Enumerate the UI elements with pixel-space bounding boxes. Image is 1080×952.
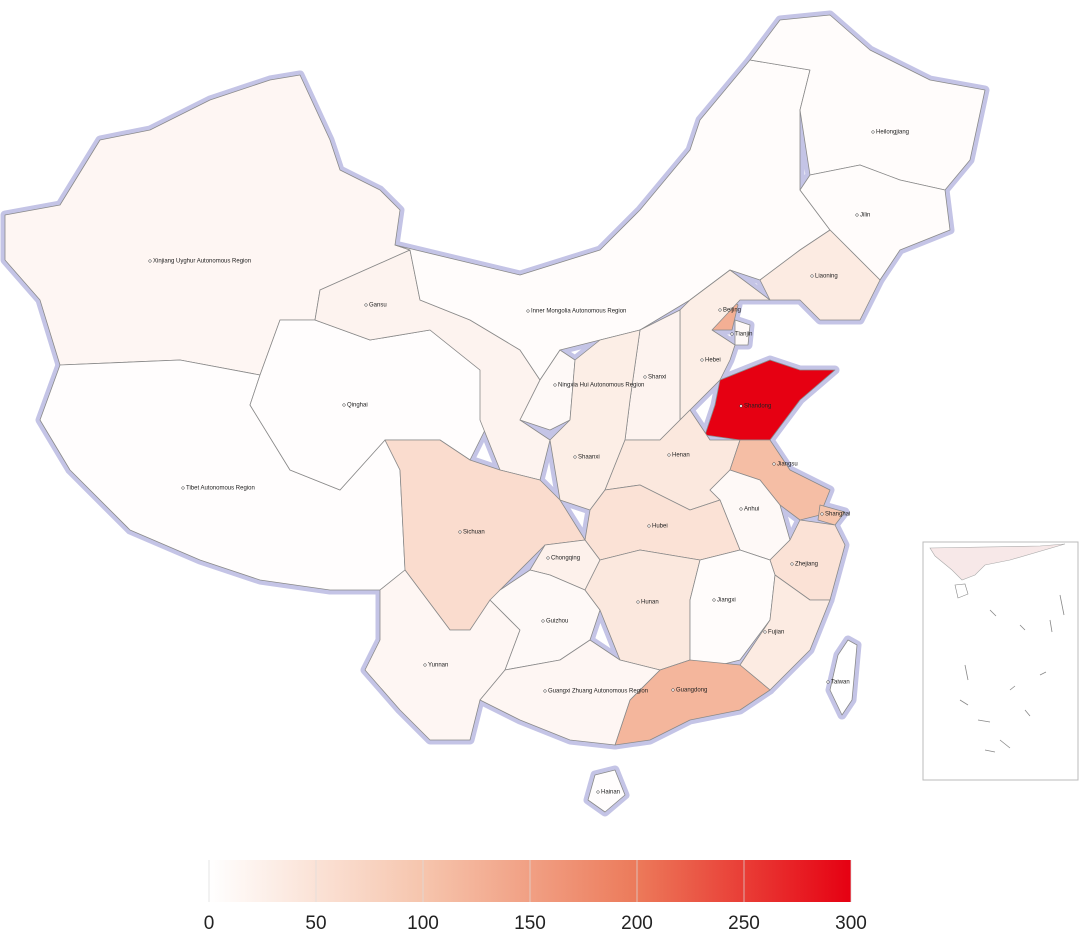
region-dot bbox=[855, 213, 859, 217]
region-label: Guangxi Zhuang Autonomous Region bbox=[548, 689, 648, 695]
region-label: Hainan bbox=[601, 790, 620, 796]
region-dot bbox=[820, 512, 824, 516]
colorbar: 0 50 100 150 200 250 300 bbox=[204, 860, 867, 934]
colorbar-tick-label: 250 bbox=[728, 913, 760, 934]
region-dot bbox=[700, 358, 704, 362]
region-dot bbox=[763, 630, 767, 634]
region bbox=[704, 359, 836, 441]
region-dot bbox=[543, 689, 547, 693]
region-dot bbox=[342, 403, 346, 407]
inset-frame bbox=[922, 541, 1079, 781]
region bbox=[689, 549, 776, 671]
labels: Xinjiang Uyghur Autonomous Region Tibet A… bbox=[148, 130, 909, 796]
region-dot bbox=[739, 404, 743, 408]
colorbar-tick-label: 200 bbox=[621, 913, 653, 934]
region bbox=[759, 229, 881, 321]
region-label: Jiangsu bbox=[777, 462, 798, 468]
region-dot bbox=[772, 462, 776, 466]
region-label: Shandong bbox=[744, 404, 771, 410]
region-label: Henan bbox=[672, 453, 690, 459]
colorbar-tick-label: 50 bbox=[305, 913, 326, 934]
region-dot bbox=[739, 507, 743, 511]
region-dot bbox=[790, 562, 794, 566]
region-label: Liaoning bbox=[815, 274, 838, 280]
region-label: Shanxi bbox=[648, 375, 666, 381]
colorbar-tick-label: 150 bbox=[514, 913, 546, 934]
region-label: Ningxia Hui Autonomous Region bbox=[558, 383, 644, 389]
region-label: Heilongjiang bbox=[876, 130, 909, 136]
region-dot bbox=[541, 619, 545, 623]
region-dot bbox=[546, 556, 550, 560]
region-label: Sichuan bbox=[463, 530, 485, 536]
region-label: Hubei bbox=[652, 524, 668, 530]
region-label: Guizhou bbox=[546, 619, 568, 625]
region-label: Zhejiang bbox=[795, 562, 818, 568]
regions bbox=[4, 14, 986, 813]
region-dot bbox=[553, 383, 557, 387]
region-dot bbox=[671, 688, 675, 692]
region-label: Taiwan bbox=[831, 680, 850, 686]
region-label: Shanghai bbox=[825, 512, 850, 518]
region-dot bbox=[647, 524, 651, 528]
region-label: Beijing bbox=[723, 308, 741, 314]
region bbox=[749, 14, 986, 191]
region-label: Qinghai bbox=[347, 403, 368, 409]
region-dot bbox=[423, 663, 427, 667]
region-label: Shaanxi bbox=[578, 455, 600, 461]
region-label: Chongqing bbox=[551, 556, 580, 562]
inset-coast bbox=[929, 543, 1066, 581]
colorbar-tick-label: 100 bbox=[407, 913, 439, 934]
region-dot bbox=[643, 375, 647, 379]
inset-islands bbox=[959, 594, 1065, 753]
region-label: Jiangxi bbox=[717, 598, 736, 604]
region-label: Fujian bbox=[768, 630, 784, 636]
region-label: Guangdong bbox=[676, 688, 707, 694]
inset-island bbox=[954, 583, 969, 599]
region-dot bbox=[181, 486, 185, 490]
region-dot bbox=[364, 303, 368, 307]
region-label: Inner Mongolia Autonomous Region bbox=[531, 309, 626, 315]
region-label: Jilin bbox=[860, 213, 870, 219]
region-label: Tibet Autonomous Region bbox=[186, 486, 255, 492]
region-dot bbox=[810, 274, 814, 278]
region-label: Hebei bbox=[705, 358, 721, 364]
region-label: Hunan bbox=[641, 600, 659, 606]
region-dot bbox=[636, 600, 640, 604]
region bbox=[479, 639, 661, 746]
region-dot bbox=[458, 530, 462, 534]
region-label: Anhui bbox=[744, 507, 759, 513]
south-china-sea-inset bbox=[922, 541, 1079, 781]
region-dot bbox=[596, 790, 600, 794]
region bbox=[739, 574, 831, 691]
region-dot bbox=[871, 130, 875, 134]
region-dot bbox=[730, 332, 734, 336]
region bbox=[587, 769, 626, 813]
region bbox=[734, 319, 751, 346]
region-dot bbox=[667, 453, 671, 457]
region-label: Xinjiang Uyghur Autonomous Region bbox=[153, 259, 251, 265]
region-label: Gansu bbox=[369, 303, 387, 309]
colorbar-tick-label: 300 bbox=[835, 913, 867, 934]
region-dot bbox=[573, 455, 577, 459]
region-dot bbox=[718, 308, 722, 312]
region-dot bbox=[712, 598, 716, 602]
region-label: Tianjin bbox=[735, 332, 752, 338]
region bbox=[829, 639, 858, 716]
colorbar-tick-label: 0 bbox=[204, 913, 215, 934]
region-dot bbox=[826, 680, 830, 684]
region-dot bbox=[148, 259, 152, 263]
region-label: Yunnan bbox=[428, 663, 448, 669]
region-dot bbox=[526, 309, 530, 313]
